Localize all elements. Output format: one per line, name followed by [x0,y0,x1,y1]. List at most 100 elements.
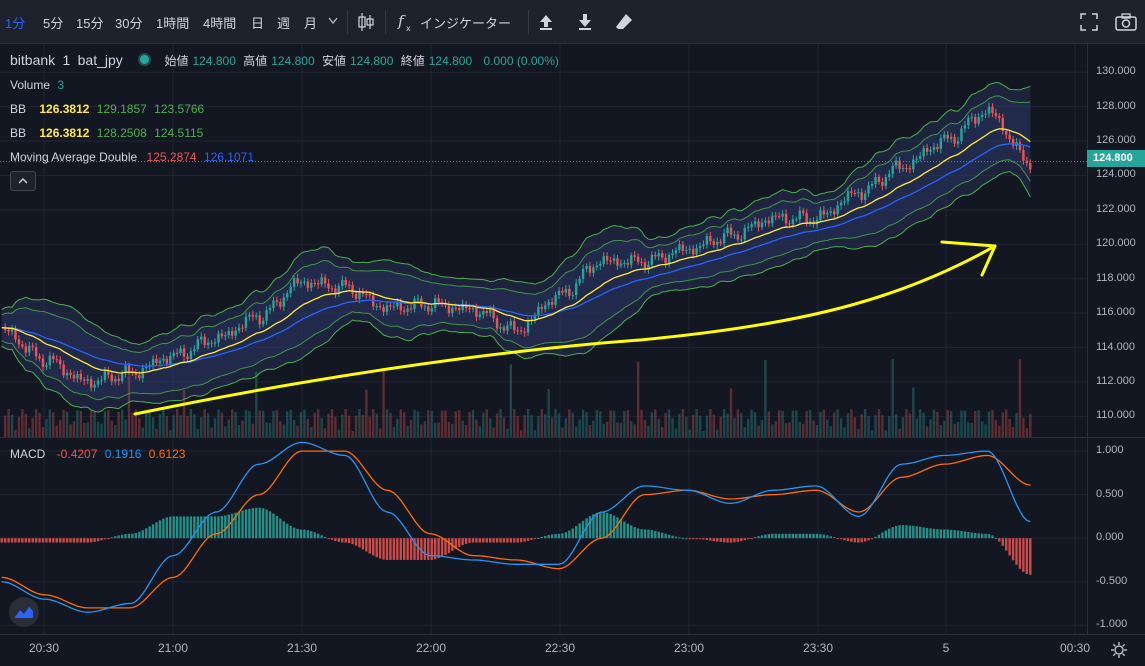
candle-body [640,261,643,263]
volume-bar [134,409,138,437]
interval-5m[interactable]: 5分 [43,16,64,31]
candle-body [382,307,385,312]
price-scale[interactable] [1087,44,1145,634]
interval-1m[interactable]: 1分 [5,16,26,31]
volume-bar [347,415,351,437]
macd-histogram-bar [688,538,691,540]
candle-body [31,345,34,348]
volume-bar [984,424,987,437]
macd-histogram-bar [131,533,134,539]
price-tick-label: 118.000 [1096,271,1135,284]
candle-body [227,331,230,336]
hand-drawn-arrow-annotation[interactable] [133,244,997,416]
interval-month[interactable]: 月 [304,16,318,31]
macd-histogram-bar [956,530,960,539]
macd-signal-line [1,450,1031,609]
pane-divider[interactable] [0,437,1145,438]
macd-histogram-bar [932,528,936,539]
candle-body [375,306,378,308]
macd-histogram-bar [509,538,513,543]
macd-histogram-bar [729,538,733,543]
interval-4h[interactable]: 4時間 [203,16,237,31]
interval-30m[interactable]: 30分 [115,16,143,31]
volume-bar [953,423,956,437]
macd-histogram-bar [980,533,984,539]
macd-histogram-bar [1029,538,1032,575]
interval-day[interactable]: 日 [251,16,265,31]
candle-body [62,364,65,376]
high-value: 124.800 [271,54,315,68]
macd-histogram-bar [399,538,402,560]
volume-bar [932,409,936,437]
tradingview-logo[interactable] [9,597,39,627]
volume-bar [867,416,870,437]
top-toolbar: 1分 5分 15分 30分 1時間 4時間 日 週 月 f x インジケーター [0,0,1145,44]
volume-bar [640,409,643,437]
macd-histogram-bar [492,538,495,543]
candle-body [399,301,402,311]
interval-15m[interactable]: 15分 [76,16,104,31]
candle-body [224,335,227,337]
candle-body [120,373,124,382]
upload-icon[interactable] [538,13,554,31]
interval-1h[interactable]: 1時間 [156,16,190,31]
symbol-name[interactable]: bat_jpy [77,52,123,68]
hand-drawn-arrowhead[interactable] [940,240,997,277]
volume-bar [7,409,10,437]
candlestick-icon[interactable] [356,11,376,33]
eraser-icon[interactable] [614,12,634,32]
macd-histogram-bar [698,538,702,540]
exchange-name[interactable]: bitbank [10,52,56,68]
volume-bar [1022,417,1025,437]
candle-body [547,301,550,306]
macd-legend[interactable]: MACD -0.4207 0.1916 0.6123 [10,447,189,461]
macd-histogram-bar [365,538,368,552]
mad-legend[interactable]: Moving Average Double 125.2874 126.1071 [10,150,258,164]
mad-label: Moving Average Double [10,150,138,164]
macd-histogram-bar [1011,538,1015,561]
fullscreen-icon[interactable] [1080,13,1098,31]
collapse-legend-button[interactable] [10,171,36,191]
macd-histogram-bar [685,538,688,540]
volume-bar [863,409,867,437]
chevron-down-icon[interactable] [328,17,338,25]
function-icon[interactable]: f x [396,11,416,33]
volume-bar [630,421,633,437]
bb1-legend[interactable]: BB 126.3812 129.1857 123.5766 [10,102,208,116]
candle-body [158,360,162,364]
volume-bar [901,417,905,437]
candle-body [609,260,612,262]
settings-gear-icon[interactable] [1110,641,1128,659]
candle-body [901,168,905,170]
macd-histogram-bar [870,538,874,540]
chart-canvas[interactable] [0,44,1087,634]
interval-week[interactable]: 週 [277,16,291,31]
price-tick-label: 116.000 [1096,306,1135,319]
candle-body [956,141,960,144]
download-icon[interactable] [577,13,593,31]
candle-body [299,282,303,284]
bb2-legend[interactable]: BB 126.3812 128.2508 124.5115 [10,126,207,140]
volume-value: 3 [57,78,65,92]
bb-lower-outer-line [1,170,1031,413]
volume-bar [186,416,189,437]
candle-body [540,306,543,310]
volume-legend[interactable]: Volume 3 [10,78,68,92]
tradingview-logo-icon [15,607,33,618]
camera-icon[interactable] [1115,12,1137,32]
symbol-legend: bitbank 1 bat_jpy 始値 124.800 高値 124.800 安値… [10,52,563,69]
moving-average-slow-line [1,143,1031,367]
indicators-button[interactable]: インジケーター [420,16,512,31]
volume-bar [131,412,134,437]
candle-body [110,374,113,382]
candle-body [736,234,740,240]
candle-body [206,342,210,346]
candle-body [750,224,753,228]
volume-bar [200,417,203,437]
macd-histogram-bar [14,538,17,543]
macd-histogram-bar [540,536,543,539]
low-value: 124.800 [350,54,394,68]
candle-body [905,168,908,170]
time-axis[interactable] [0,634,1145,666]
macd-histogram-bar [52,538,55,543]
